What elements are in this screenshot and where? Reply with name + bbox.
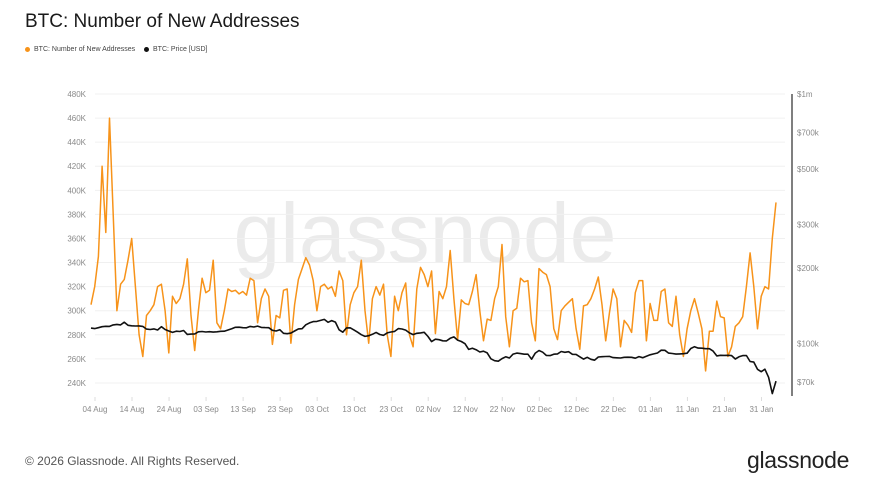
x-tick-label: 13 Sep — [230, 405, 256, 414]
gridlines — [95, 93, 785, 384]
right-tick-label: $300k — [797, 220, 820, 229]
right-tick-label: $100k — [797, 339, 820, 348]
x-tick-label: 21 Jan — [712, 405, 736, 414]
x-tick-label: 03 Oct — [305, 405, 329, 414]
right-tick-label: $700k — [797, 129, 820, 138]
x-tick-label: 11 Jan — [676, 405, 699, 414]
black-dot-icon — [144, 47, 149, 52]
legend-label: BTC: Price [USD] — [153, 46, 208, 53]
left-tick-label: 240K — [67, 379, 86, 388]
x-axis: 04 Aug 14 Aug 24 Aug 03 Sep 13 Sep 23 Sep 03 O… — [83, 397, 774, 414]
x-tick-label: 04 Aug — [83, 405, 108, 414]
series-price-line — [90, 318, 777, 395]
left-tick-label: 340K — [67, 259, 86, 268]
x-tick-label: 02 Nov — [416, 405, 441, 414]
right-tick-label: $70k — [797, 378, 815, 387]
left-tick-label: 280K — [67, 331, 86, 340]
left-tick-label: 480K — [67, 90, 86, 99]
x-tick-label: 14 Aug — [120, 405, 145, 414]
legend-label: BTC: Number of New Addresses — [34, 46, 136, 53]
x-tick-label: 12 Nov — [453, 405, 478, 414]
right-tick-label: $200k — [797, 264, 820, 273]
right-tick-label: $1m — [797, 90, 813, 99]
watermark: glassnode — [234, 186, 617, 280]
orange-dot-icon — [25, 47, 30, 52]
left-tick-label: 400K — [67, 186, 86, 195]
left-tick-label: 320K — [67, 283, 86, 292]
right-tick-label: $500k — [797, 165, 820, 174]
left-tick-label: 420K — [67, 162, 86, 171]
x-tick-label: 24 Aug — [157, 405, 182, 414]
x-tick-label: 02 Dec — [527, 405, 552, 414]
right-axis: $70k $100k $200k $300k $500k $700k $1m — [797, 90, 820, 387]
chart-title: BTC: Number of New Addresses — [25, 11, 300, 32]
x-tick-label: 31 Jan — [749, 405, 773, 414]
left-tick-label: 380K — [67, 210, 86, 219]
x-tick-label: 03 Sep — [193, 405, 219, 414]
left-tick-label: 460K — [67, 114, 86, 123]
chart-area: glassnode 240K 260K 280K 300K 320K 340K 360K 38… — [67, 90, 820, 414]
left-tick-label: 300K — [67, 307, 86, 316]
x-tick-label: 22 Nov — [490, 405, 515, 414]
x-tick-label: 01 Jan — [638, 405, 662, 414]
left-tick-label: 440K — [67, 138, 86, 147]
x-tick-label: 12 Dec — [564, 405, 589, 414]
left-tick-label: 360K — [67, 234, 86, 243]
x-tick-label: 23 Sep — [267, 405, 293, 414]
left-tick-label: 260K — [67, 355, 86, 364]
copyright-text: © 2026 Glassnode. All Rights Reserved. — [25, 454, 240, 468]
legend-item-new-addresses[interactable]: BTC: Number of New Addresses — [25, 46, 135, 53]
series-new-addresses-line — [90, 117, 777, 372]
x-tick-label: 13 Oct — [342, 405, 366, 414]
glassnode-logo: glassnode — [747, 447, 850, 473]
x-tick-label: 22 Dec — [601, 405, 626, 414]
left-axis: 240K 260K 280K 300K 320K 340K 360K 380K 400K 420K… — [67, 90, 86, 388]
legend-item-price[interactable]: BTC: Price [USD] — [144, 46, 207, 53]
x-tick-label: 23 Oct — [379, 405, 403, 414]
